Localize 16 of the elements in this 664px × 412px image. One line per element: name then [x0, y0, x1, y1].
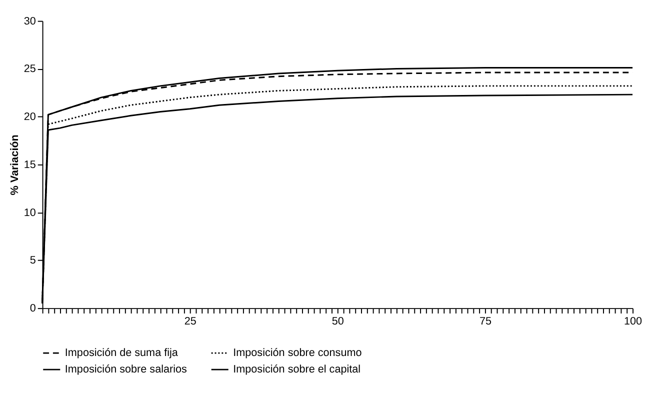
- x-tick-label: 75: [479, 315, 492, 328]
- legend-label: Imposición sobre el capital: [233, 364, 361, 376]
- y-tick-label: 15: [24, 158, 36, 171]
- y-tick-label: 10: [24, 206, 36, 219]
- y-tick-label: 0: [30, 302, 36, 315]
- y-tick-label: 20: [24, 111, 36, 124]
- legend-label: Imposición sobre consumo: [233, 347, 362, 360]
- legend-label: Imposición de suma fija: [64, 347, 179, 360]
- y-tick-label: 5: [30, 254, 36, 267]
- legend-label: Imposición sobre salarios: [64, 364, 188, 376]
- x-tick-label: 25: [184, 315, 196, 328]
- x-tick-label: 50: [332, 315, 344, 328]
- y-tick-label: 30: [24, 15, 36, 28]
- x-tick-label: 100: [624, 315, 642, 328]
- y-axis-title: % Variación: [8, 134, 21, 196]
- y-tick-label: 25: [24, 63, 36, 76]
